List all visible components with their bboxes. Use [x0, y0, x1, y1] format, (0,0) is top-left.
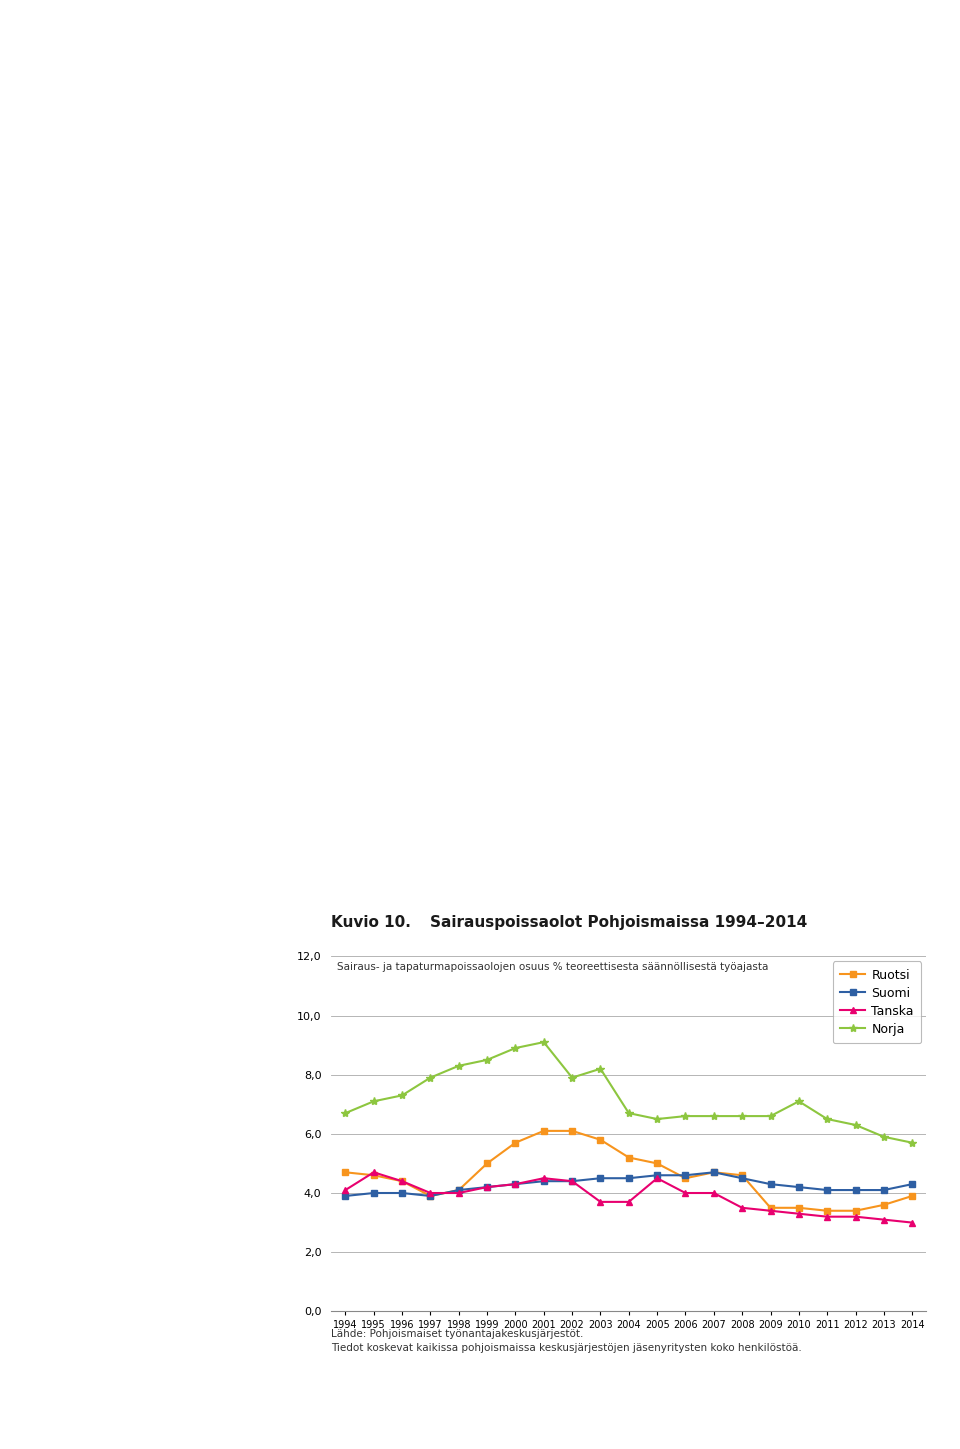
Norja	[765, 1107, 777, 1124]
Norja	[850, 1116, 861, 1133]
Norja	[510, 1039, 521, 1056]
Tanska	[368, 1164, 379, 1181]
Ruotsi	[566, 1122, 578, 1139]
Norja	[368, 1093, 379, 1110]
Tanska	[822, 1208, 833, 1226]
Tanska	[566, 1172, 578, 1190]
Text: Sairauspoissaolot Pohjoismaissa 1994–2014: Sairauspoissaolot Pohjoismaissa 1994–201…	[430, 916, 807, 930]
Norja	[906, 1135, 918, 1152]
Norja	[566, 1069, 578, 1087]
Norja	[708, 1107, 720, 1124]
Ruotsi	[708, 1164, 720, 1181]
Norja	[424, 1069, 436, 1087]
Suomi	[340, 1187, 351, 1204]
Tanska	[850, 1208, 861, 1226]
Text: Lähde: Pohjoismaiset työnantajakeskusjärjestöt.: Lähde: Pohjoismaiset työnantajakeskusjär…	[331, 1329, 584, 1339]
Ruotsi	[850, 1203, 861, 1220]
Suomi	[708, 1164, 720, 1181]
Suomi	[396, 1184, 408, 1201]
Tanska	[736, 1200, 748, 1217]
Norja	[538, 1033, 549, 1051]
Ruotsi	[906, 1187, 918, 1204]
Tanska	[594, 1193, 606, 1210]
Tanska	[396, 1172, 408, 1190]
Suomi	[736, 1169, 748, 1187]
Suomi	[453, 1181, 465, 1198]
Tanska	[340, 1181, 351, 1198]
Ruotsi	[765, 1200, 777, 1217]
Suomi	[566, 1172, 578, 1190]
Suomi	[822, 1181, 833, 1198]
Ruotsi	[652, 1155, 663, 1172]
Ruotsi	[736, 1166, 748, 1184]
Norja	[878, 1129, 890, 1146]
Norja	[793, 1093, 804, 1110]
Suomi	[538, 1172, 549, 1190]
Norja	[396, 1087, 408, 1104]
Ruotsi	[481, 1155, 492, 1172]
Suomi	[906, 1175, 918, 1193]
Suomi	[481, 1178, 492, 1195]
Ruotsi	[453, 1181, 465, 1198]
Text: Kuvio 10.: Kuvio 10.	[331, 916, 411, 930]
Ruotsi	[510, 1135, 521, 1152]
Ruotsi	[594, 1132, 606, 1149]
Ruotsi	[878, 1197, 890, 1214]
Norja	[453, 1058, 465, 1075]
Suomi	[765, 1175, 777, 1193]
Ruotsi	[538, 1122, 549, 1139]
Tanska	[652, 1169, 663, 1187]
Line: Tanska: Tanska	[343, 1169, 915, 1226]
Tanska	[708, 1184, 720, 1201]
Suomi	[680, 1166, 691, 1184]
Tanska	[680, 1184, 691, 1201]
Line: Norja: Norja	[341, 1037, 917, 1148]
Suomi	[878, 1181, 890, 1198]
Text: Sairaus- ja tapaturmapoissaolojen osuus % teoreettisesta säännöllisestä työajast: Sairaus- ja tapaturmapoissaolojen osuus …	[337, 962, 769, 972]
Norja	[652, 1110, 663, 1127]
Ruotsi	[368, 1166, 379, 1184]
Suomi	[424, 1187, 436, 1204]
Tanska	[878, 1211, 890, 1229]
Ruotsi	[680, 1169, 691, 1187]
Tanska	[481, 1178, 492, 1195]
Ruotsi	[340, 1164, 351, 1181]
Suomi	[850, 1181, 861, 1198]
Norja	[680, 1107, 691, 1124]
Text: Tiedot koskevat kaikissa pohjoismaissa keskusjärjestöjen jäsenyritysten koko hen: Tiedot koskevat kaikissa pohjoismaissa k…	[331, 1343, 802, 1353]
Tanska	[538, 1169, 549, 1187]
Norja	[623, 1104, 635, 1122]
Norja	[822, 1110, 833, 1127]
Ruotsi	[424, 1187, 436, 1204]
Tanska	[623, 1193, 635, 1210]
Suomi	[594, 1169, 606, 1187]
Norja	[340, 1104, 351, 1122]
Suomi	[652, 1166, 663, 1184]
Suomi	[368, 1184, 379, 1201]
Suomi	[623, 1169, 635, 1187]
Ruotsi	[822, 1203, 833, 1220]
Ruotsi	[793, 1200, 804, 1217]
Tanska	[424, 1184, 436, 1201]
Line: Ruotsi: Ruotsi	[343, 1129, 915, 1214]
Norja	[736, 1107, 748, 1124]
Norja	[594, 1061, 606, 1078]
Ruotsi	[623, 1149, 635, 1166]
Tanska	[453, 1184, 465, 1201]
Ruotsi	[396, 1172, 408, 1190]
Tanska	[793, 1206, 804, 1223]
Tanska	[510, 1175, 521, 1193]
Line: Suomi: Suomi	[343, 1169, 915, 1198]
Legend: Ruotsi, Suomi, Tanska, Norja: Ruotsi, Suomi, Tanska, Norja	[832, 961, 922, 1043]
Norja	[481, 1051, 492, 1068]
Suomi	[793, 1178, 804, 1195]
Tanska	[906, 1214, 918, 1232]
Suomi	[510, 1175, 521, 1193]
Tanska	[765, 1203, 777, 1220]
